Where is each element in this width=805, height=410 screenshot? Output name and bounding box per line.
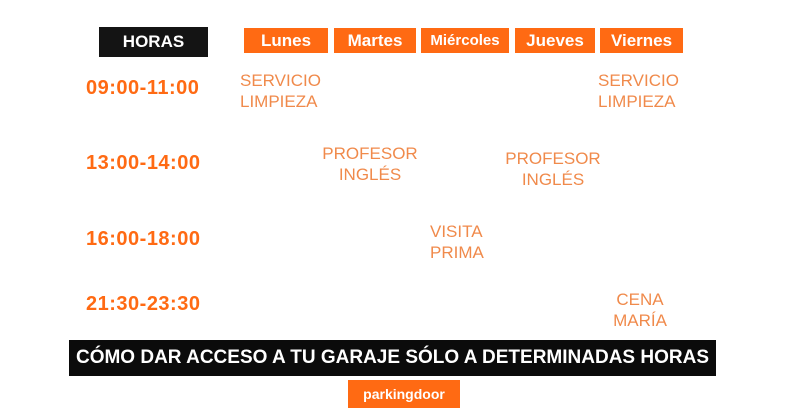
day-header-lunes: Lunes <box>244 28 328 53</box>
event-line: PROFESOR <box>322 144 418 163</box>
event-line: CENA <box>616 290 664 309</box>
event-line: MARÍA <box>613 311 667 330</box>
event-line: PROFESOR <box>505 149 601 168</box>
event-viernes-servicio-limpieza: SERVICIO LIMPIEZA <box>598 70 679 112</box>
event-line: SERVICIO <box>240 71 321 90</box>
event-miercoles-visita-prima: VISITA PRIMA <box>430 221 484 263</box>
title-banner: CÓMO DAR ACCESO A TU GARAJE SÓLO A DETER… <box>69 340 716 376</box>
event-line: VISITA <box>430 222 483 241</box>
event-line: INGLÉS <box>338 165 402 184</box>
day-header-viernes: Viernes <box>600 28 683 53</box>
hours-header: HORAS <box>99 27 208 57</box>
day-header-jueves: Jueves <box>515 28 595 53</box>
time-label: 16:00-18:00 <box>86 228 201 250</box>
time-label: 13:00-14:00 <box>86 152 201 174</box>
event-jueves-profesor-ingles: PROFESOR INGLÉS <box>498 148 608 190</box>
event-line: LIMPIEZA <box>240 92 318 111</box>
event-lunes-servicio-limpieza: SERVICIO LIMPIEZA <box>240 70 321 112</box>
event-martes-profesor-ingles: PROFESOR INGLÉS <box>315 143 425 185</box>
event-line: INGLÉS <box>521 170 585 189</box>
day-header-martes: Martes <box>334 28 416 53</box>
event-line: LIMPIEZA <box>598 92 676 111</box>
time-label: 09:00-11:00 <box>86 77 200 99</box>
event-line: PRIMA <box>430 243 484 262</box>
event-viernes-cena-maria: CENA MARÍA <box>605 289 675 331</box>
time-label: 21:30-23:30 <box>86 293 201 315</box>
event-line: SERVICIO <box>598 71 679 90</box>
day-header-miercoles: Miércoles <box>421 28 509 53</box>
brand-logo: parkingdoor <box>348 380 460 408</box>
